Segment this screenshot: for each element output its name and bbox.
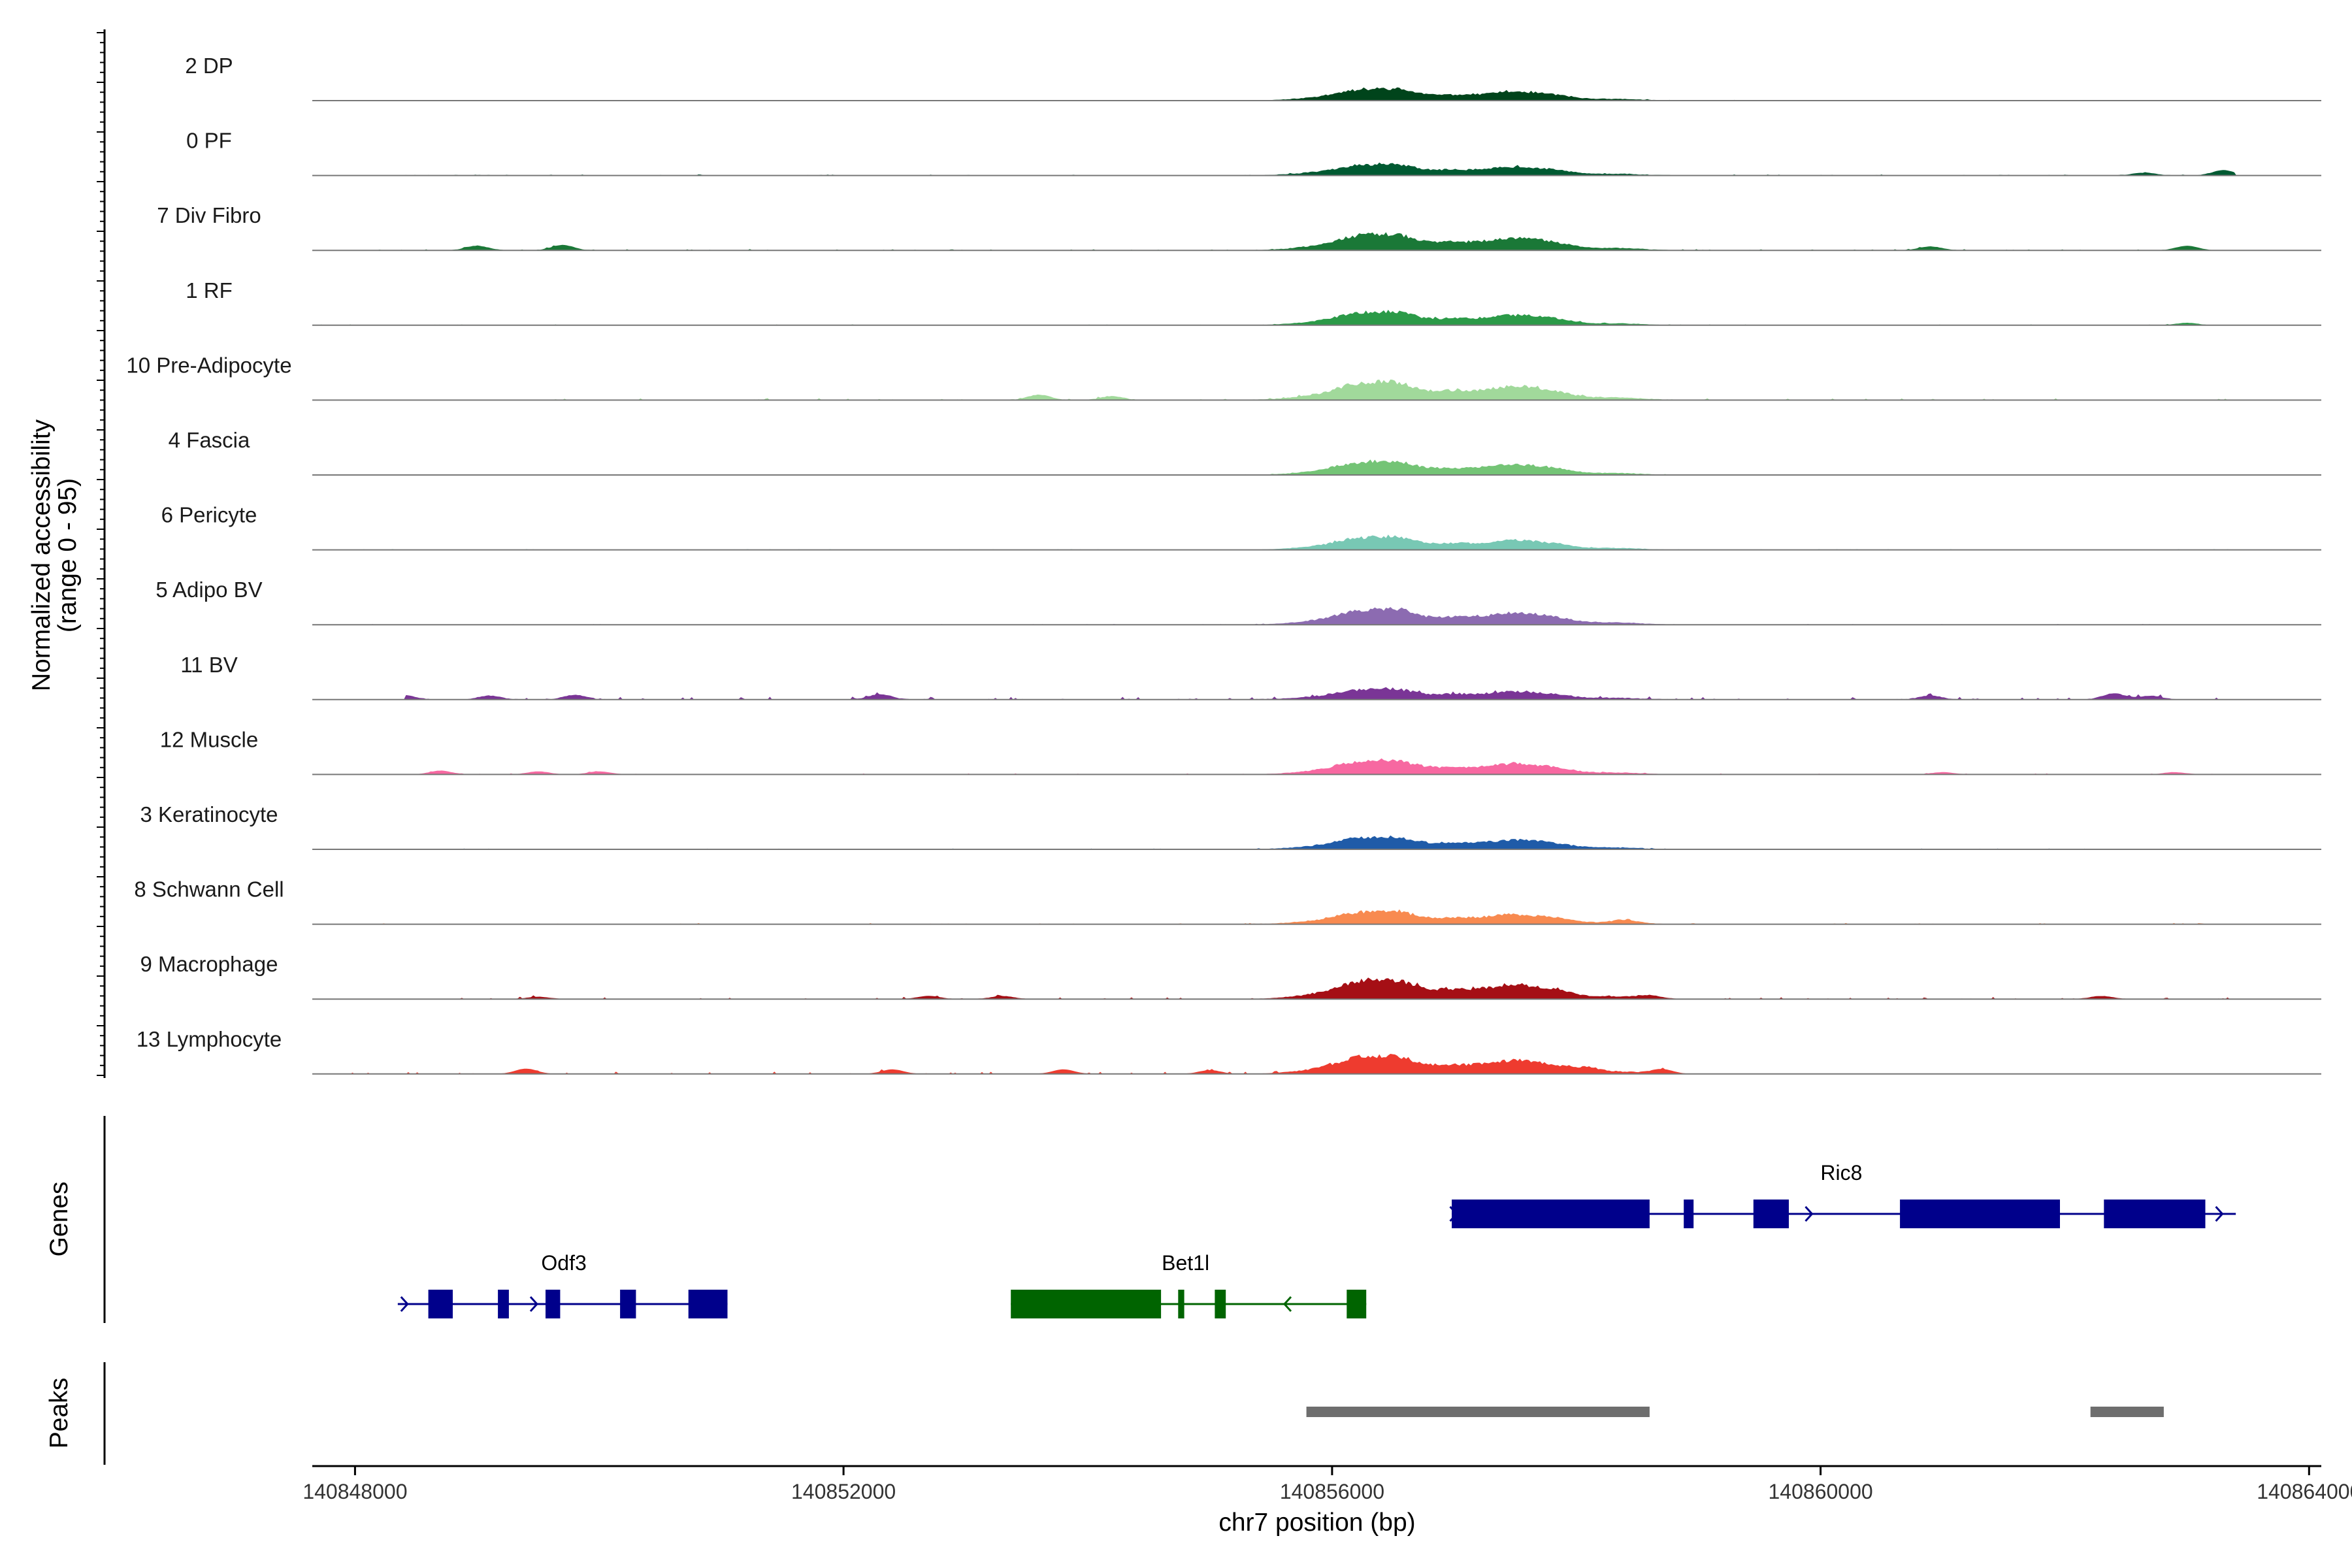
peaks-panel: Peaks [45, 1362, 2164, 1465]
coverage-area [312, 379, 2321, 400]
track-label: 6 Pericyte [161, 503, 257, 527]
track-label: 8 Schwann Cell [134, 877, 284, 902]
gene-exon [1347, 1290, 1367, 1318]
strand-arrow [2215, 1205, 2224, 1222]
track-label: 2 DP [185, 54, 233, 78]
gene-exon [428, 1290, 453, 1318]
strand-arrow [715, 1296, 725, 1313]
coverage-area [312, 687, 2321, 700]
track-8: 5 Adipo BV [155, 578, 2321, 626]
x-tick-label: 140856000 [1280, 1480, 1384, 1503]
track-14: 13 Lymphocyte [137, 1027, 2321, 1075]
x-axis-title: chr7 position (bp) [1218, 1509, 1415, 1537]
track-6: 4 Fascia [169, 428, 2321, 476]
coverage-area [312, 162, 2321, 176]
coverage-y-ticks [97, 32, 105, 1076]
gene-exon [1684, 1200, 1694, 1228]
peak-regions [1306, 1407, 2164, 1417]
gene-label: Ric8 [1820, 1161, 1862, 1184]
y-axis-title: Normalized accessibility [27, 419, 56, 691]
track-4: 1 RF [186, 278, 2321, 326]
gene-exon [1215, 1290, 1226, 1318]
track-label: 13 Lymphocyte [137, 1027, 282, 1051]
gene-exon [1178, 1290, 1184, 1318]
coverage-area [312, 232, 2321, 251]
coverage-area [312, 835, 2321, 849]
gene-ric8: Ric8 [1449, 1161, 2236, 1228]
track-1: 2 DP [185, 54, 2321, 101]
track-label: 9 Macrophage [140, 952, 278, 976]
track-label: 1 RF [186, 278, 233, 302]
genes-panel-title: Genes [45, 1182, 73, 1257]
strand-arrow [400, 1296, 409, 1313]
x-ticks: 140848000 140852000 140856000 140860000 1408… [302, 1466, 2352, 1503]
gene-exon [1452, 1200, 1650, 1228]
coverage-area [312, 87, 2321, 101]
track-2: 0 PF [186, 129, 2321, 176]
gene-bet1l: Bet1l [1011, 1251, 1367, 1318]
track-label: 7 Div Fibro [157, 203, 261, 227]
gene-models: Ric8 Odf3 Bet1l [397, 1161, 2236, 1318]
coverage-area [312, 977, 2321, 1000]
coverage-area [312, 310, 2321, 325]
strand-arrow [529, 1296, 538, 1313]
y-axis-range: (range 0 - 95) [54, 478, 82, 632]
track-10: 12 Muscle [160, 727, 2321, 776]
track-label: 5 Adipo BV [155, 578, 262, 602]
track-label: 11 BV [180, 653, 237, 677]
gene-exon [546, 1290, 561, 1318]
track-13: 9 Macrophage [140, 952, 2321, 1000]
coverage-tracks: 2 DP 0 PF 7 Div Fibro 1 RF 10 Pre-Adipocyte 4… [126, 54, 2321, 1075]
peak-region [2090, 1407, 2164, 1417]
coverage-area [312, 459, 2321, 475]
track-label: 4 Fascia [169, 428, 250, 452]
track-9: 11 BV [180, 653, 2321, 700]
track-5: 10 Pre-Adipocyte [126, 353, 2321, 401]
track-label: 12 Muscle [160, 727, 258, 751]
coverage-y-axis: Normalized accessibility (range 0 - 95) [27, 29, 106, 1078]
track-label: 3 Keratinocyte [140, 802, 278, 826]
gene-odf3: Odf3 [397, 1251, 728, 1318]
coverage-area [312, 534, 2321, 550]
coverage-area [312, 607, 2321, 625]
gene-exon [2104, 1200, 2206, 1228]
strand-arrow [1805, 1205, 1814, 1222]
genes-panel: Genes Ric8 Odf3 Bet1l [45, 1116, 2236, 1323]
peaks-panel-title: Peaks [45, 1378, 73, 1448]
gene-exon [1900, 1200, 2060, 1228]
x-tick-label: 140852000 [791, 1480, 896, 1503]
gene-exon [498, 1290, 509, 1318]
track-12: 8 Schwann Cell [134, 877, 2321, 925]
gene-exon [688, 1290, 728, 1318]
coverage-area [312, 758, 2321, 775]
gene-exon [1011, 1290, 1162, 1318]
gene-label: Odf3 [541, 1251, 586, 1275]
track-label: 10 Pre-Adipocyte [126, 353, 291, 377]
gene-exon [1753, 1200, 1789, 1228]
track-3: 7 Div Fibro [157, 203, 2321, 252]
coverage-area [312, 909, 2321, 924]
x-tick-label: 140864000 [2257, 1480, 2352, 1503]
track-7: 6 Pericyte [161, 503, 2321, 551]
coverage-area [312, 1054, 2321, 1074]
strand-arrow [1282, 1296, 1292, 1313]
track-11: 3 Keratinocyte [140, 802, 2321, 850]
strand-arrow [1449, 1205, 1458, 1222]
peak-region [1306, 1407, 1650, 1417]
gene-exon [620, 1290, 636, 1318]
x-axis: 140848000 140852000 140856000 140860000 1408… [302, 1465, 2352, 1537]
gene-label: Bet1l [1162, 1251, 1209, 1275]
x-tick-label: 140860000 [1769, 1480, 1873, 1503]
track-label: 0 PF [186, 129, 232, 153]
x-tick-label: 140848000 [302, 1480, 407, 1503]
